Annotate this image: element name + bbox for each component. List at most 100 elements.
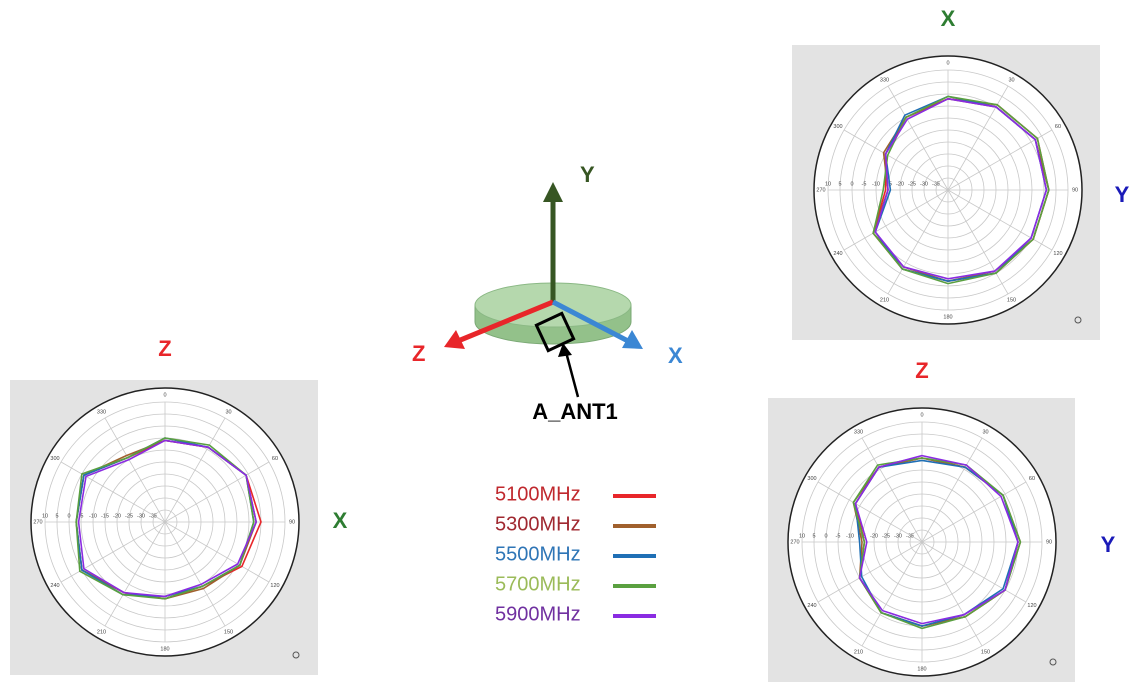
theta-tick-label: 120	[1027, 603, 1036, 609]
antenna-diagram: Y Z X A_ANT1	[412, 162, 683, 424]
theta-tick-label: 90	[1072, 187, 1078, 193]
antenna-box	[534, 311, 576, 353]
r-tick-label: -30	[894, 533, 902, 539]
r-tick-label: 0	[850, 181, 853, 187]
polar-chart: 10 5 0 -5 -10 -15 -20 -25 -30 -350306090120150180…	[10, 336, 348, 675]
r-tick-label: -30	[137, 513, 145, 519]
theta-tick-label: 120	[1053, 251, 1062, 257]
arrow-head	[622, 330, 643, 349]
theta-tick-label: 90	[1046, 539, 1052, 545]
pattern-line	[77, 439, 258, 598]
legend-label: 5100MHz	[495, 483, 581, 505]
r-tick-label: -5	[836, 533, 841, 539]
r-tick-label: 5	[55, 513, 58, 519]
axis-label: Z	[412, 341, 425, 366]
theta-tick-label: 150	[224, 629, 233, 635]
side-label: Y	[1115, 182, 1130, 207]
r-tick-label: -15	[858, 533, 866, 539]
grid-spoke	[947, 85, 1009, 191]
r-tick-label: -10	[846, 533, 854, 539]
grid-spoke	[164, 521, 226, 627]
r-tick-label: 5	[838, 181, 841, 187]
theta-tick-label: 330	[854, 429, 863, 435]
legend-label: 5900MHz	[495, 603, 581, 625]
polar-chart: 10 5 0 -5 -10 -15 -20 -25 -30 -350306090120150180…	[768, 358, 1116, 682]
chart-title: Z	[158, 336, 171, 361]
grid-spoke	[947, 189, 1053, 251]
theta-tick-label: 210	[880, 297, 889, 303]
x-axis-arrow	[551, 299, 630, 344]
z-axis-arrow	[457, 299, 554, 344]
pattern-line	[872, 95, 1050, 285]
theta-tick-label: 30	[1008, 77, 1014, 83]
chart-title: Z	[915, 358, 928, 383]
grid-spoke	[921, 437, 983, 543]
zoom-icon	[292, 651, 300, 659]
r-tick-label: 10	[799, 533, 805, 539]
theta-tick-label: 210	[97, 629, 106, 635]
theta-tick-label: 0	[946, 60, 949, 66]
axis-label: Y	[580, 162, 595, 187]
r-tick-label: -35	[932, 181, 940, 187]
r-tick-label: -25	[908, 181, 916, 187]
arrow-head	[444, 330, 465, 349]
theta-tick-label: 0	[920, 412, 923, 418]
theta-tick-label: 180	[917, 666, 926, 672]
theta-tick-label: 60	[1055, 124, 1061, 130]
r-tick-label: 10	[42, 513, 48, 519]
r-tick-label: 0	[824, 533, 827, 539]
theta-tick-label: 180	[943, 314, 952, 320]
grid-spoke	[921, 481, 1027, 543]
grid-spoke	[60, 521, 166, 583]
legend-label: 5700MHz	[495, 573, 581, 595]
grid-spoke	[921, 541, 1027, 603]
grid-spoke	[60, 461, 166, 523]
grid-spoke	[164, 417, 226, 523]
r-tick-label: -5	[862, 181, 867, 187]
grid-spoke	[947, 189, 1009, 295]
grid-spoke	[887, 85, 949, 191]
arrow-head	[558, 343, 572, 357]
theta-tick-label: 30	[225, 409, 231, 415]
theta-tick-label: 0	[163, 392, 166, 398]
grid-spoke	[104, 417, 166, 523]
grid-spoke	[887, 189, 949, 295]
theta-tick-label: 150	[1007, 297, 1016, 303]
r-tick-label: -35	[149, 513, 157, 519]
pattern-line	[854, 454, 1019, 625]
theta-tick-label: 300	[833, 124, 842, 130]
r-tick-label: -10	[89, 513, 97, 519]
zoom-icon	[1049, 658, 1057, 666]
theta-tick-label: 270	[790, 539, 799, 545]
theta-tick-label: 120	[270, 583, 279, 589]
legend-label: 5300MHz	[495, 513, 581, 535]
theta-tick-label: 180	[160, 646, 169, 652]
pointer-arrow	[564, 351, 580, 398]
theta-tick-label: 90	[289, 519, 295, 525]
theta-tick-label: 240	[50, 583, 59, 589]
theta-tick-label: 60	[272, 456, 278, 462]
r-tick-label: -10	[872, 181, 880, 187]
theta-tick-label: 210	[854, 649, 863, 655]
legend-label: 5500MHz	[495, 543, 581, 565]
r-tick-label: -35	[906, 533, 914, 539]
grid-spoke	[817, 541, 923, 603]
r-tick-label: -20	[113, 513, 121, 519]
r-tick-label: -25	[882, 533, 890, 539]
theta-tick-label: 330	[97, 409, 106, 415]
grid-spoke	[861, 541, 923, 647]
grid-spoke	[164, 461, 270, 523]
grid-spoke	[104, 521, 166, 627]
grid-spoke	[843, 129, 949, 191]
r-tick-label: -20	[870, 533, 878, 539]
polar-chart: 10 5 0 -5 -10 -15 -20 -25 -30 -350306090120150180…	[792, 6, 1130, 340]
r-tick-label: 5	[812, 533, 815, 539]
grid-spoke	[164, 521, 270, 583]
chart-title: X	[941, 6, 956, 31]
pattern-line	[874, 97, 1048, 280]
r-tick-label: -5	[79, 513, 84, 519]
grid-spoke	[817, 481, 923, 543]
theta-tick-label: 270	[33, 519, 42, 525]
theta-tick-label: 150	[981, 649, 990, 655]
